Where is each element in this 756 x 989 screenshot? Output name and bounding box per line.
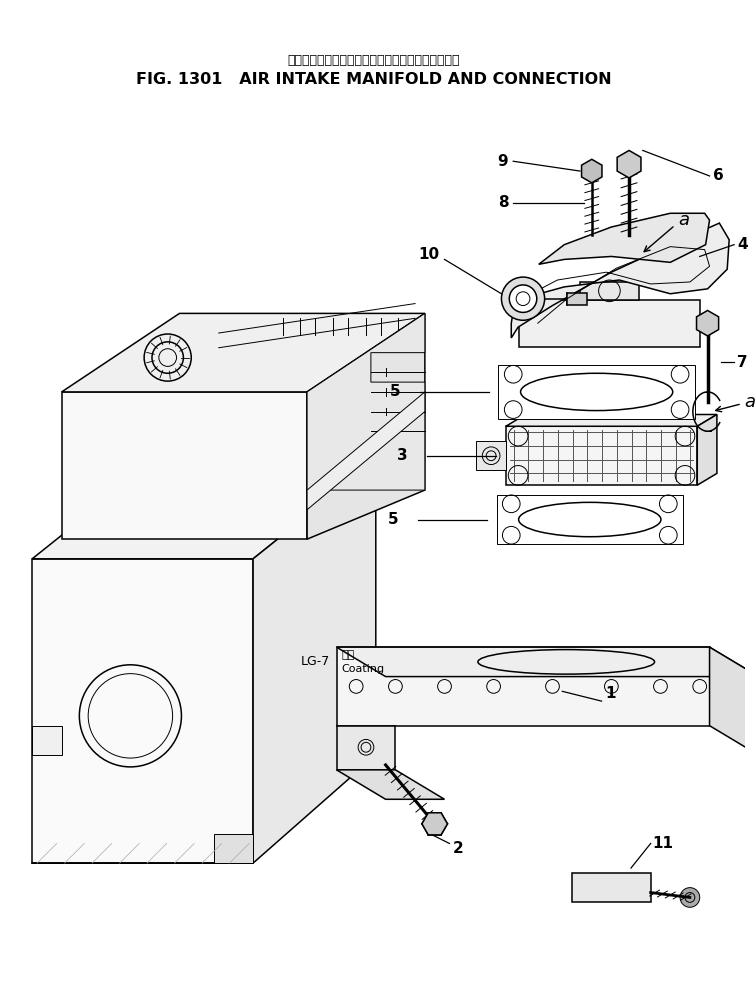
Text: a: a (678, 211, 689, 229)
Polygon shape (511, 224, 730, 338)
Polygon shape (567, 293, 587, 305)
Polygon shape (307, 392, 425, 509)
Text: 3: 3 (397, 448, 407, 463)
Polygon shape (62, 314, 425, 392)
Text: 1: 1 (606, 685, 616, 701)
Polygon shape (572, 873, 651, 902)
Polygon shape (336, 726, 395, 769)
Polygon shape (33, 834, 253, 863)
Polygon shape (307, 314, 425, 539)
Text: FIG. 1301   AIR INTAKE MANIFOLD AND CONNECTION: FIG. 1301 AIR INTAKE MANIFOLD AND CONNEC… (136, 72, 612, 87)
Polygon shape (253, 461, 376, 863)
Polygon shape (506, 414, 717, 426)
Polygon shape (696, 311, 719, 336)
Text: 10: 10 (419, 247, 439, 262)
Polygon shape (62, 392, 307, 539)
Polygon shape (581, 159, 602, 183)
Polygon shape (710, 647, 756, 756)
Text: 8: 8 (497, 196, 508, 211)
Polygon shape (506, 426, 697, 486)
Polygon shape (336, 769, 445, 799)
Polygon shape (476, 441, 506, 471)
Text: 11: 11 (652, 836, 674, 851)
Polygon shape (307, 314, 425, 491)
Polygon shape (336, 647, 756, 676)
Text: 9: 9 (497, 153, 508, 169)
Polygon shape (539, 214, 710, 264)
Text: 7: 7 (737, 355, 748, 370)
Text: 2: 2 (452, 841, 463, 855)
Text: a: a (744, 393, 755, 410)
Text: エアーインテークマニホールドおよびコネクション: エアーインテークマニホールドおよびコネクション (287, 53, 460, 66)
Polygon shape (497, 494, 683, 544)
Circle shape (501, 277, 544, 320)
Text: Coating: Coating (342, 664, 385, 674)
Polygon shape (697, 414, 717, 486)
Circle shape (680, 888, 700, 907)
Polygon shape (33, 461, 376, 559)
Polygon shape (336, 647, 710, 726)
Circle shape (510, 285, 537, 313)
Text: 5: 5 (388, 512, 398, 527)
Polygon shape (498, 365, 695, 419)
Polygon shape (33, 559, 253, 863)
Text: 塗布: 塗布 (342, 650, 355, 660)
Polygon shape (33, 726, 62, 756)
Text: 4: 4 (737, 237, 748, 252)
Polygon shape (617, 150, 641, 178)
Text: 5: 5 (389, 385, 401, 400)
Polygon shape (422, 813, 448, 835)
Polygon shape (519, 300, 700, 347)
Text: LG-7: LG-7 (301, 656, 330, 669)
Text: 6: 6 (714, 168, 724, 184)
Polygon shape (580, 282, 639, 300)
